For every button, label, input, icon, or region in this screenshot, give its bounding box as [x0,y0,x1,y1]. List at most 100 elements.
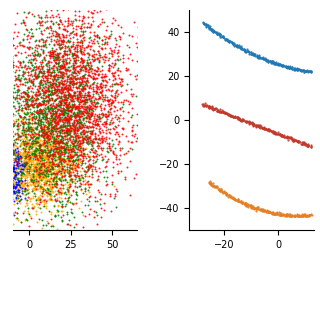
Point [65,23,70,28]
Point [66,199,71,204]
Point [53,20,59,25]
Point [53,197,58,203]
Point [57,70,62,75]
Point [57,124,62,130]
Point [30,155,35,160]
Point [95,64,100,69]
Point [74,174,79,179]
Point [55,162,60,167]
Point [56,137,61,142]
Point [48,84,53,89]
Point [73,134,78,140]
Point [82,4,87,9]
Point [219,109,224,115]
Point [49,145,54,150]
Point [73,23,78,28]
Point [22,218,27,223]
Point [24,92,29,97]
Point [44,0,49,4]
Point [25,172,30,177]
Point [20,191,25,196]
Point [54,145,60,150]
Point [50,151,55,156]
Point [83,137,88,142]
Point [38,161,43,166]
Point [93,91,98,96]
Point [42,155,47,160]
Point [67,131,72,136]
Point [99,16,104,21]
Point [11,164,16,169]
Point [94,75,99,80]
Point [47,131,52,136]
Point [201,101,206,106]
Point [44,131,49,136]
Point [49,147,54,152]
Point [59,202,64,207]
Point [36,15,41,20]
Point [80,94,85,99]
Point [36,165,41,171]
Point [24,161,29,166]
Point [69,121,75,126]
Point [212,184,217,189]
Point [36,102,42,107]
Point [96,66,101,71]
Point [63,178,68,183]
Point [35,201,40,206]
Point [7,144,12,149]
Point [28,181,33,187]
Point [15,183,20,188]
Point [67,93,72,98]
Point [116,72,121,77]
Point [87,93,92,99]
Point [35,74,40,79]
Point [36,195,41,200]
Point [37,148,42,153]
Point [28,128,33,133]
Point [48,153,53,158]
Point [71,103,76,108]
Point [52,81,58,86]
Point [93,104,98,109]
Point [57,43,62,48]
Point [88,59,93,64]
Point [71,69,76,74]
Point [102,19,107,24]
Point [15,162,20,167]
Point [263,57,268,62]
Point [23,132,28,137]
Point [15,161,20,166]
Point [103,230,108,235]
Point [22,154,27,159]
Point [60,69,65,75]
Point [47,184,52,189]
Point [274,131,279,136]
Point [24,181,29,186]
Point [23,161,28,166]
Point [127,51,132,56]
Point [46,168,52,173]
Point [59,192,64,197]
Point [265,57,270,62]
Point [69,108,74,114]
Point [109,179,114,184]
Point [84,110,89,115]
Point [37,184,42,189]
Point [57,148,62,153]
Point [10,43,15,48]
Point [87,115,92,120]
Point [63,190,68,195]
Point [85,166,91,171]
Point [22,175,27,180]
Point [53,147,59,152]
Point [65,187,70,192]
Point [34,27,39,32]
Point [65,101,70,107]
Point [46,174,51,179]
Point [55,163,60,168]
Point [5,114,10,119]
Point [12,131,18,136]
Point [7,121,12,126]
Point [97,71,102,76]
